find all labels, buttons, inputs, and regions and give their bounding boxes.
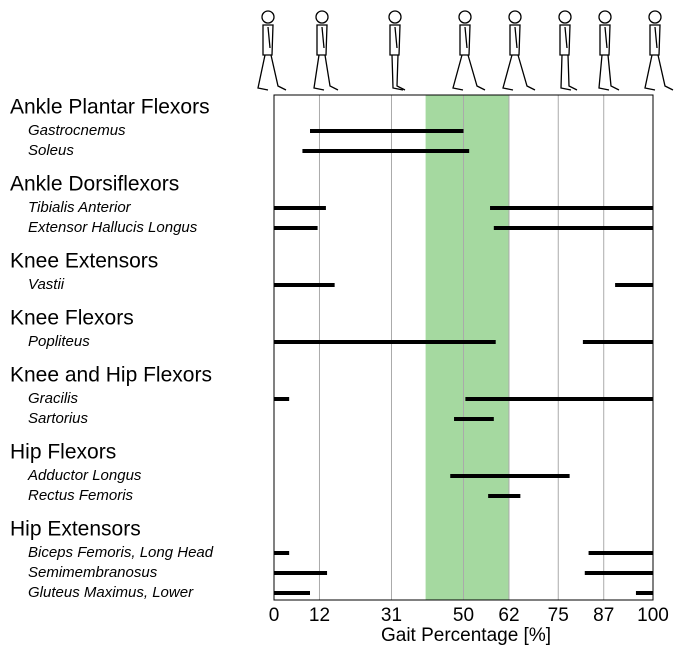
- group-label: Ankle Plantar Flexors: [10, 96, 210, 119]
- muscle-label: Gastrocnemus: [28, 122, 126, 139]
- muscle-label: Extensor Hallucis Longus: [28, 219, 198, 236]
- walking-figure: [314, 11, 338, 90]
- figure-head: [316, 11, 328, 23]
- walking-figure: [258, 11, 286, 90]
- muscle-label: Soleus: [28, 142, 74, 159]
- figure-leg: [397, 55, 405, 90]
- x-tick-label: 100: [637, 605, 669, 626]
- group-label: Knee Extensors: [10, 250, 158, 273]
- muscle-label: Sartorius: [28, 410, 89, 427]
- group-label: Knee and Hip Flexors: [10, 364, 212, 387]
- figure-leg: [258, 55, 268, 90]
- group-label: Ankle Dorsiflexors: [10, 173, 179, 196]
- walking-figure: [503, 11, 535, 90]
- x-tick-label: 50: [453, 605, 474, 626]
- muscle-label: Adductor Longus: [27, 467, 142, 484]
- figure-leg: [271, 55, 286, 90]
- walking-figure: [453, 11, 485, 90]
- muscle-label: Rectus Femoris: [28, 487, 134, 504]
- figure-head: [559, 11, 571, 23]
- muscle-label: Popliteus: [28, 333, 90, 350]
- figure-head: [262, 11, 274, 23]
- figure-leg: [518, 55, 535, 90]
- figure-leg: [453, 55, 463, 90]
- figure-head: [459, 11, 471, 23]
- walking-figure: [599, 11, 619, 90]
- muscle-label: Gluteus Maximus, Lower: [28, 584, 194, 601]
- figure-head: [389, 11, 401, 23]
- x-axis-label: Gait Percentage [%]: [381, 625, 551, 646]
- walking-figure: [645, 11, 673, 90]
- muscle-label: Vastii: [28, 276, 65, 293]
- figure-leg: [608, 55, 619, 90]
- chart: Gait Percentage [%] 0 12 31 50 62 75 87 100 Ankl…: [0, 0, 693, 648]
- figure-head: [599, 11, 611, 23]
- muscle-label: Tibialis Anterior: [28, 199, 132, 216]
- figure-leg: [658, 55, 673, 90]
- figure-head: [649, 11, 661, 23]
- x-tick-label: 87: [593, 605, 614, 626]
- group-label: Hip Extensors: [10, 518, 141, 541]
- x-tick-label: 0: [269, 605, 280, 626]
- muscle-label: Biceps Femoris, Long Head: [28, 544, 214, 561]
- walking-figure: [559, 11, 577, 90]
- x-tick-label: 12: [309, 605, 330, 626]
- figure-leg: [503, 55, 513, 90]
- figure-head: [509, 11, 521, 23]
- x-tick-label: 31: [381, 605, 402, 626]
- x-tick-label: 75: [548, 605, 569, 626]
- group-label: Hip Flexors: [10, 441, 116, 464]
- group-label: Knee Flexors: [10, 307, 134, 330]
- figure-leg: [599, 55, 609, 90]
- muscle-label: Semimembranosus: [28, 564, 158, 581]
- figure-leg: [314, 55, 324, 90]
- figure-leg: [325, 55, 338, 90]
- figure-leg: [468, 55, 485, 90]
- walking-figure: [389, 11, 405, 90]
- figure-leg: [645, 55, 655, 90]
- x-tick-label: 62: [498, 605, 519, 626]
- muscle-label: Gracilis: [28, 390, 79, 407]
- stance-swing-band: [426, 95, 509, 600]
- figure-leg: [568, 55, 577, 90]
